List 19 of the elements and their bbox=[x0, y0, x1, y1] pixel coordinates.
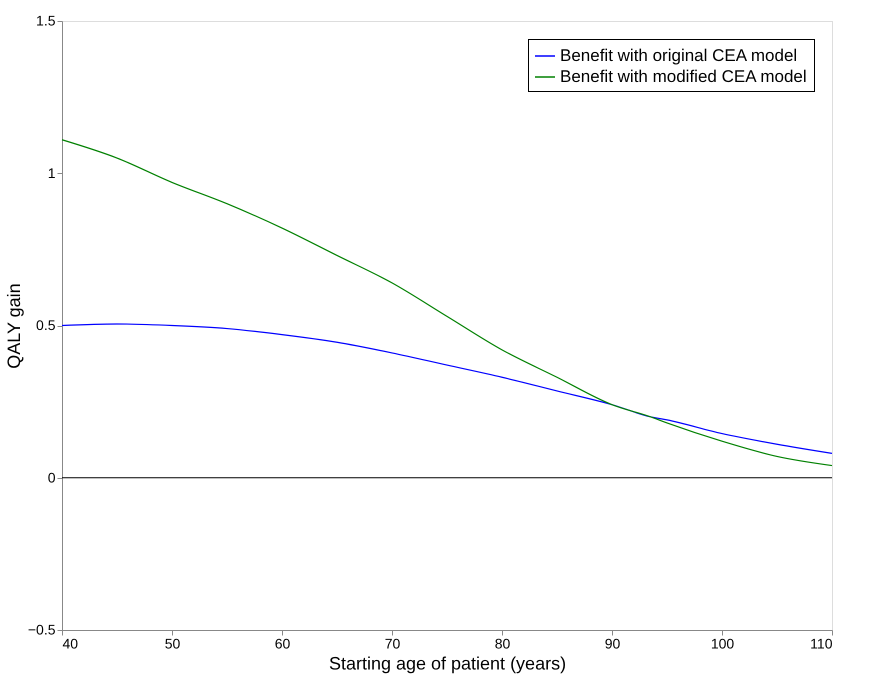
line-series bbox=[61, 139, 833, 466]
y-axis-title: QALY gain bbox=[4, 283, 24, 369]
y-tick-label: 0 bbox=[48, 469, 56, 486]
x-tick-label: 110 bbox=[810, 636, 833, 652]
x-tick-label: 60 bbox=[274, 636, 290, 652]
x-tick-label: 90 bbox=[604, 636, 620, 652]
x-tick-label: 50 bbox=[164, 636, 180, 652]
y-tick-label: 1 bbox=[48, 164, 56, 181]
legend-label: Benefit with modified CEA model bbox=[560, 67, 807, 86]
x-axis-title: Starting age of patient (years) bbox=[328, 654, 566, 674]
x-tick-label: 40 bbox=[62, 636, 78, 652]
x-tick-label: 80 bbox=[494, 636, 510, 652]
line-series bbox=[61, 323, 833, 454]
y-tick-label: 0.5 bbox=[36, 317, 56, 333]
legend-label: Benefit with original CEA model bbox=[560, 46, 798, 65]
x-tick-label: 100 bbox=[710, 636, 734, 652]
x-tick-label: 70 bbox=[384, 636, 400, 652]
y-tick-label: −0.5 bbox=[28, 622, 56, 638]
y-tick-label: 1.5 bbox=[36, 12, 56, 28]
